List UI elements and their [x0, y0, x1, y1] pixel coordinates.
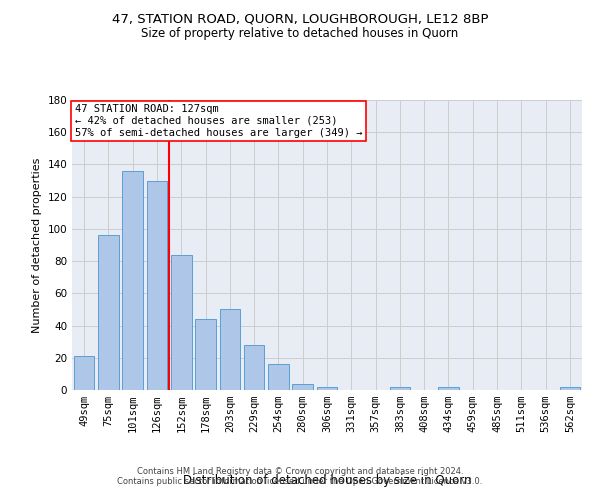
- Text: 47, STATION ROAD, QUORN, LOUGHBOROUGH, LE12 8BP: 47, STATION ROAD, QUORN, LOUGHBOROUGH, L…: [112, 12, 488, 26]
- Bar: [74, 356, 94, 390]
- Y-axis label: Number of detached properties: Number of detached properties: [32, 158, 42, 332]
- Bar: [98, 236, 119, 390]
- Text: Size of property relative to detached houses in Quorn: Size of property relative to detached ho…: [142, 28, 458, 40]
- X-axis label: Distribution of detached houses by size in Quorn: Distribution of detached houses by size …: [183, 474, 471, 487]
- Bar: [146, 180, 167, 390]
- Bar: [268, 364, 289, 390]
- Bar: [438, 387, 459, 390]
- Bar: [220, 310, 240, 390]
- Text: Contains public sector information licensed under the Open Government Licence v3: Contains public sector information licen…: [118, 477, 482, 486]
- Text: 47 STATION ROAD: 127sqm
← 42% of detached houses are smaller (253)
57% of semi-d: 47 STATION ROAD: 127sqm ← 42% of detache…: [74, 104, 362, 138]
- Bar: [195, 319, 216, 390]
- Text: Contains HM Land Registry data © Crown copyright and database right 2024.: Contains HM Land Registry data © Crown c…: [137, 467, 463, 476]
- Bar: [317, 387, 337, 390]
- Bar: [389, 387, 410, 390]
- Bar: [244, 345, 265, 390]
- Bar: [171, 254, 191, 390]
- Bar: [292, 384, 313, 390]
- Bar: [560, 387, 580, 390]
- Bar: [122, 171, 143, 390]
